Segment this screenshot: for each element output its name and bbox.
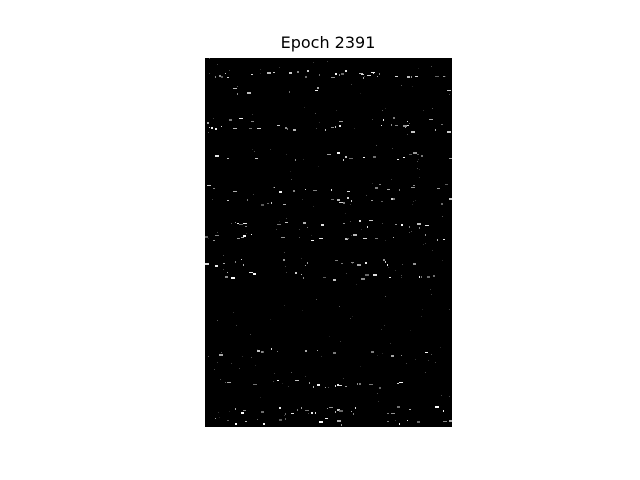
pixel-pattern [205, 58, 452, 426]
figure-title: Epoch 2391 [280, 33, 376, 52]
generated-image [205, 58, 452, 427]
